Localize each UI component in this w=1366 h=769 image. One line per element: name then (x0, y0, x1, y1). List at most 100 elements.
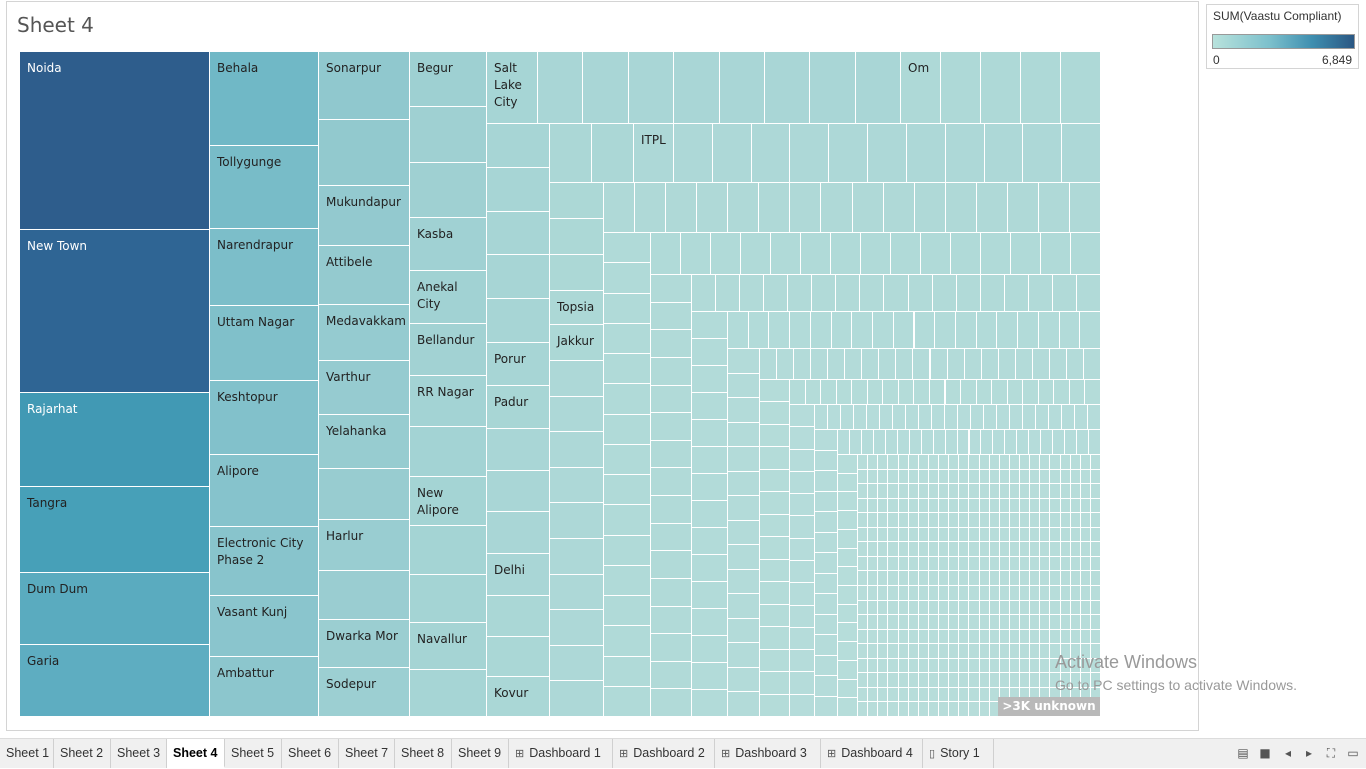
treemap-cell[interactable]: Vasant Kunj (210, 596, 319, 657)
treemap-cell[interactable]: Dwarka Mor (319, 620, 410, 668)
treemap-cell[interactable] (1090, 600, 1101, 616)
treemap-cell[interactable] (1009, 673, 1020, 688)
treemap-cell[interactable] (949, 455, 960, 470)
treemap-cell[interactable] (969, 600, 980, 616)
fit-icon[interactable]: ⛶ (1326, 746, 1336, 760)
treemap-cell[interactable] (939, 455, 950, 470)
treemap-cell[interactable] (918, 527, 929, 543)
treemap-cell[interactable] (888, 702, 899, 717)
treemap-cell[interactable] (1011, 233, 1041, 275)
treemap-cell[interactable] (760, 514, 790, 538)
treemap-cell[interactable] (1036, 405, 1049, 430)
treemap-cell[interactable] (838, 698, 858, 717)
treemap-cell[interactable] (666, 183, 698, 233)
treemap-cell[interactable] (1041, 233, 1071, 275)
treemap-cell[interactable] (1060, 527, 1071, 543)
treemap-cell[interactable] (764, 52, 811, 124)
treemap-cell[interactable] (760, 402, 790, 425)
treemap-cell[interactable] (760, 672, 790, 695)
treemap-cell[interactable] (897, 430, 910, 455)
treemap-cell[interactable] (1080, 542, 1091, 557)
treemap-cell[interactable] (998, 349, 1016, 380)
treemap-cell[interactable] (1089, 430, 1101, 455)
treemap-cell[interactable] (1070, 469, 1081, 485)
treemap-cell[interactable] (861, 430, 874, 455)
treemap-cell[interactable] (989, 687, 1000, 703)
treemap-cell[interactable] (868, 571, 879, 586)
treemap-cell[interactable] (999, 673, 1010, 688)
treemap-cell[interactable] (1020, 455, 1031, 470)
treemap-cell[interactable] (1088, 405, 1101, 430)
treemap-cell[interactable] (790, 650, 815, 673)
treemap-cell[interactable] (487, 299, 550, 343)
treemap-cell[interactable] (969, 513, 980, 528)
treemap-cell[interactable] (550, 681, 604, 717)
treemap-cell[interactable] (1009, 615, 1020, 630)
treemap-cell[interactable] (999, 513, 1010, 528)
treemap-cell[interactable] (790, 672, 815, 695)
treemap-cell[interactable] (932, 275, 957, 312)
treemap-cell[interactable] (748, 312, 770, 349)
treemap-cell[interactable] (997, 312, 1019, 349)
treemap-cell[interactable] (999, 658, 1010, 674)
treemap-cell[interactable] (538, 52, 584, 124)
treemap-cell[interactable] (855, 52, 901, 124)
treemap-cell[interactable] (921, 233, 951, 275)
treemap-cell[interactable] (550, 219, 604, 255)
treemap-cell[interactable] (939, 527, 950, 543)
treemap-cell[interactable] (860, 275, 885, 312)
treemap-cell[interactable] (980, 275, 1005, 312)
treemap-cell[interactable] (858, 702, 869, 717)
treemap-cell[interactable] (888, 484, 899, 499)
treemap-cell[interactable] (1060, 586, 1071, 601)
treemap-cell[interactable] (815, 430, 838, 451)
treemap-cell[interactable] (628, 52, 675, 124)
treemap-cell[interactable] (888, 600, 899, 616)
treemap-cell[interactable] (651, 357, 692, 386)
treemap-cell[interactable] (914, 183, 946, 233)
treemap-cell[interactable] (908, 658, 919, 674)
treemap-cell[interactable] (939, 629, 950, 645)
tab-sheet-7[interactable]: Sheet 7 (339, 739, 395, 768)
treemap-cell[interactable] (888, 629, 899, 645)
treemap-cell[interactable] (989, 586, 1000, 601)
treemap-cell[interactable] (550, 124, 592, 183)
treemap-cell[interactable] (838, 492, 858, 512)
treemap-cell[interactable] (1090, 469, 1101, 485)
treemap-cell[interactable] (1077, 430, 1090, 455)
treemap-cell[interactable] (788, 275, 813, 312)
treemap-cell[interactable] (1049, 405, 1062, 430)
treemap-cell[interactable] (1060, 600, 1071, 616)
treemap-cell[interactable] (898, 586, 909, 601)
treemap-cell[interactable] (810, 52, 856, 124)
treemap-cell[interactable] (939, 513, 950, 528)
treemap-cell[interactable] (959, 469, 970, 485)
treemap-cell[interactable] (959, 658, 970, 674)
treemap-cell[interactable] (999, 469, 1010, 485)
treemap-cell[interactable] (1080, 629, 1091, 645)
treemap-cell[interactable]: Noida (20, 52, 210, 230)
treemap-cell[interactable] (928, 658, 939, 674)
treemap-cell[interactable] (760, 649, 790, 673)
treemap-cell[interactable] (790, 380, 806, 405)
treemap-cell[interactable] (815, 450, 838, 471)
treemap-cell[interactable] (1070, 527, 1081, 543)
treemap-cell[interactable] (1050, 498, 1061, 514)
treemap-cell[interactable] (1030, 484, 1041, 499)
treemap-cell[interactable] (692, 528, 728, 555)
treemap-cell[interactable] (838, 430, 850, 455)
treemap-cell[interactable] (888, 556, 899, 572)
treemap-cell[interactable] (908, 600, 919, 616)
treemap-cell[interactable] (999, 629, 1010, 645)
treemap-cell[interactable] (1040, 571, 1051, 586)
treemap-cell[interactable] (1070, 586, 1081, 601)
prev-sheet-icon[interactable]: ◂ (1284, 746, 1292, 760)
treemap-cell[interactable] (878, 484, 889, 499)
filmstrip-icon[interactable]: ▤ (1237, 746, 1249, 760)
treemap-cell[interactable] (1080, 658, 1091, 674)
treemap-cell[interactable] (888, 542, 899, 557)
treemap-cell[interactable] (811, 349, 829, 380)
treemap-cell[interactable] (1020, 600, 1031, 616)
treemap-cell[interactable] (651, 440, 692, 469)
treemap-cell[interactable] (1090, 484, 1101, 499)
